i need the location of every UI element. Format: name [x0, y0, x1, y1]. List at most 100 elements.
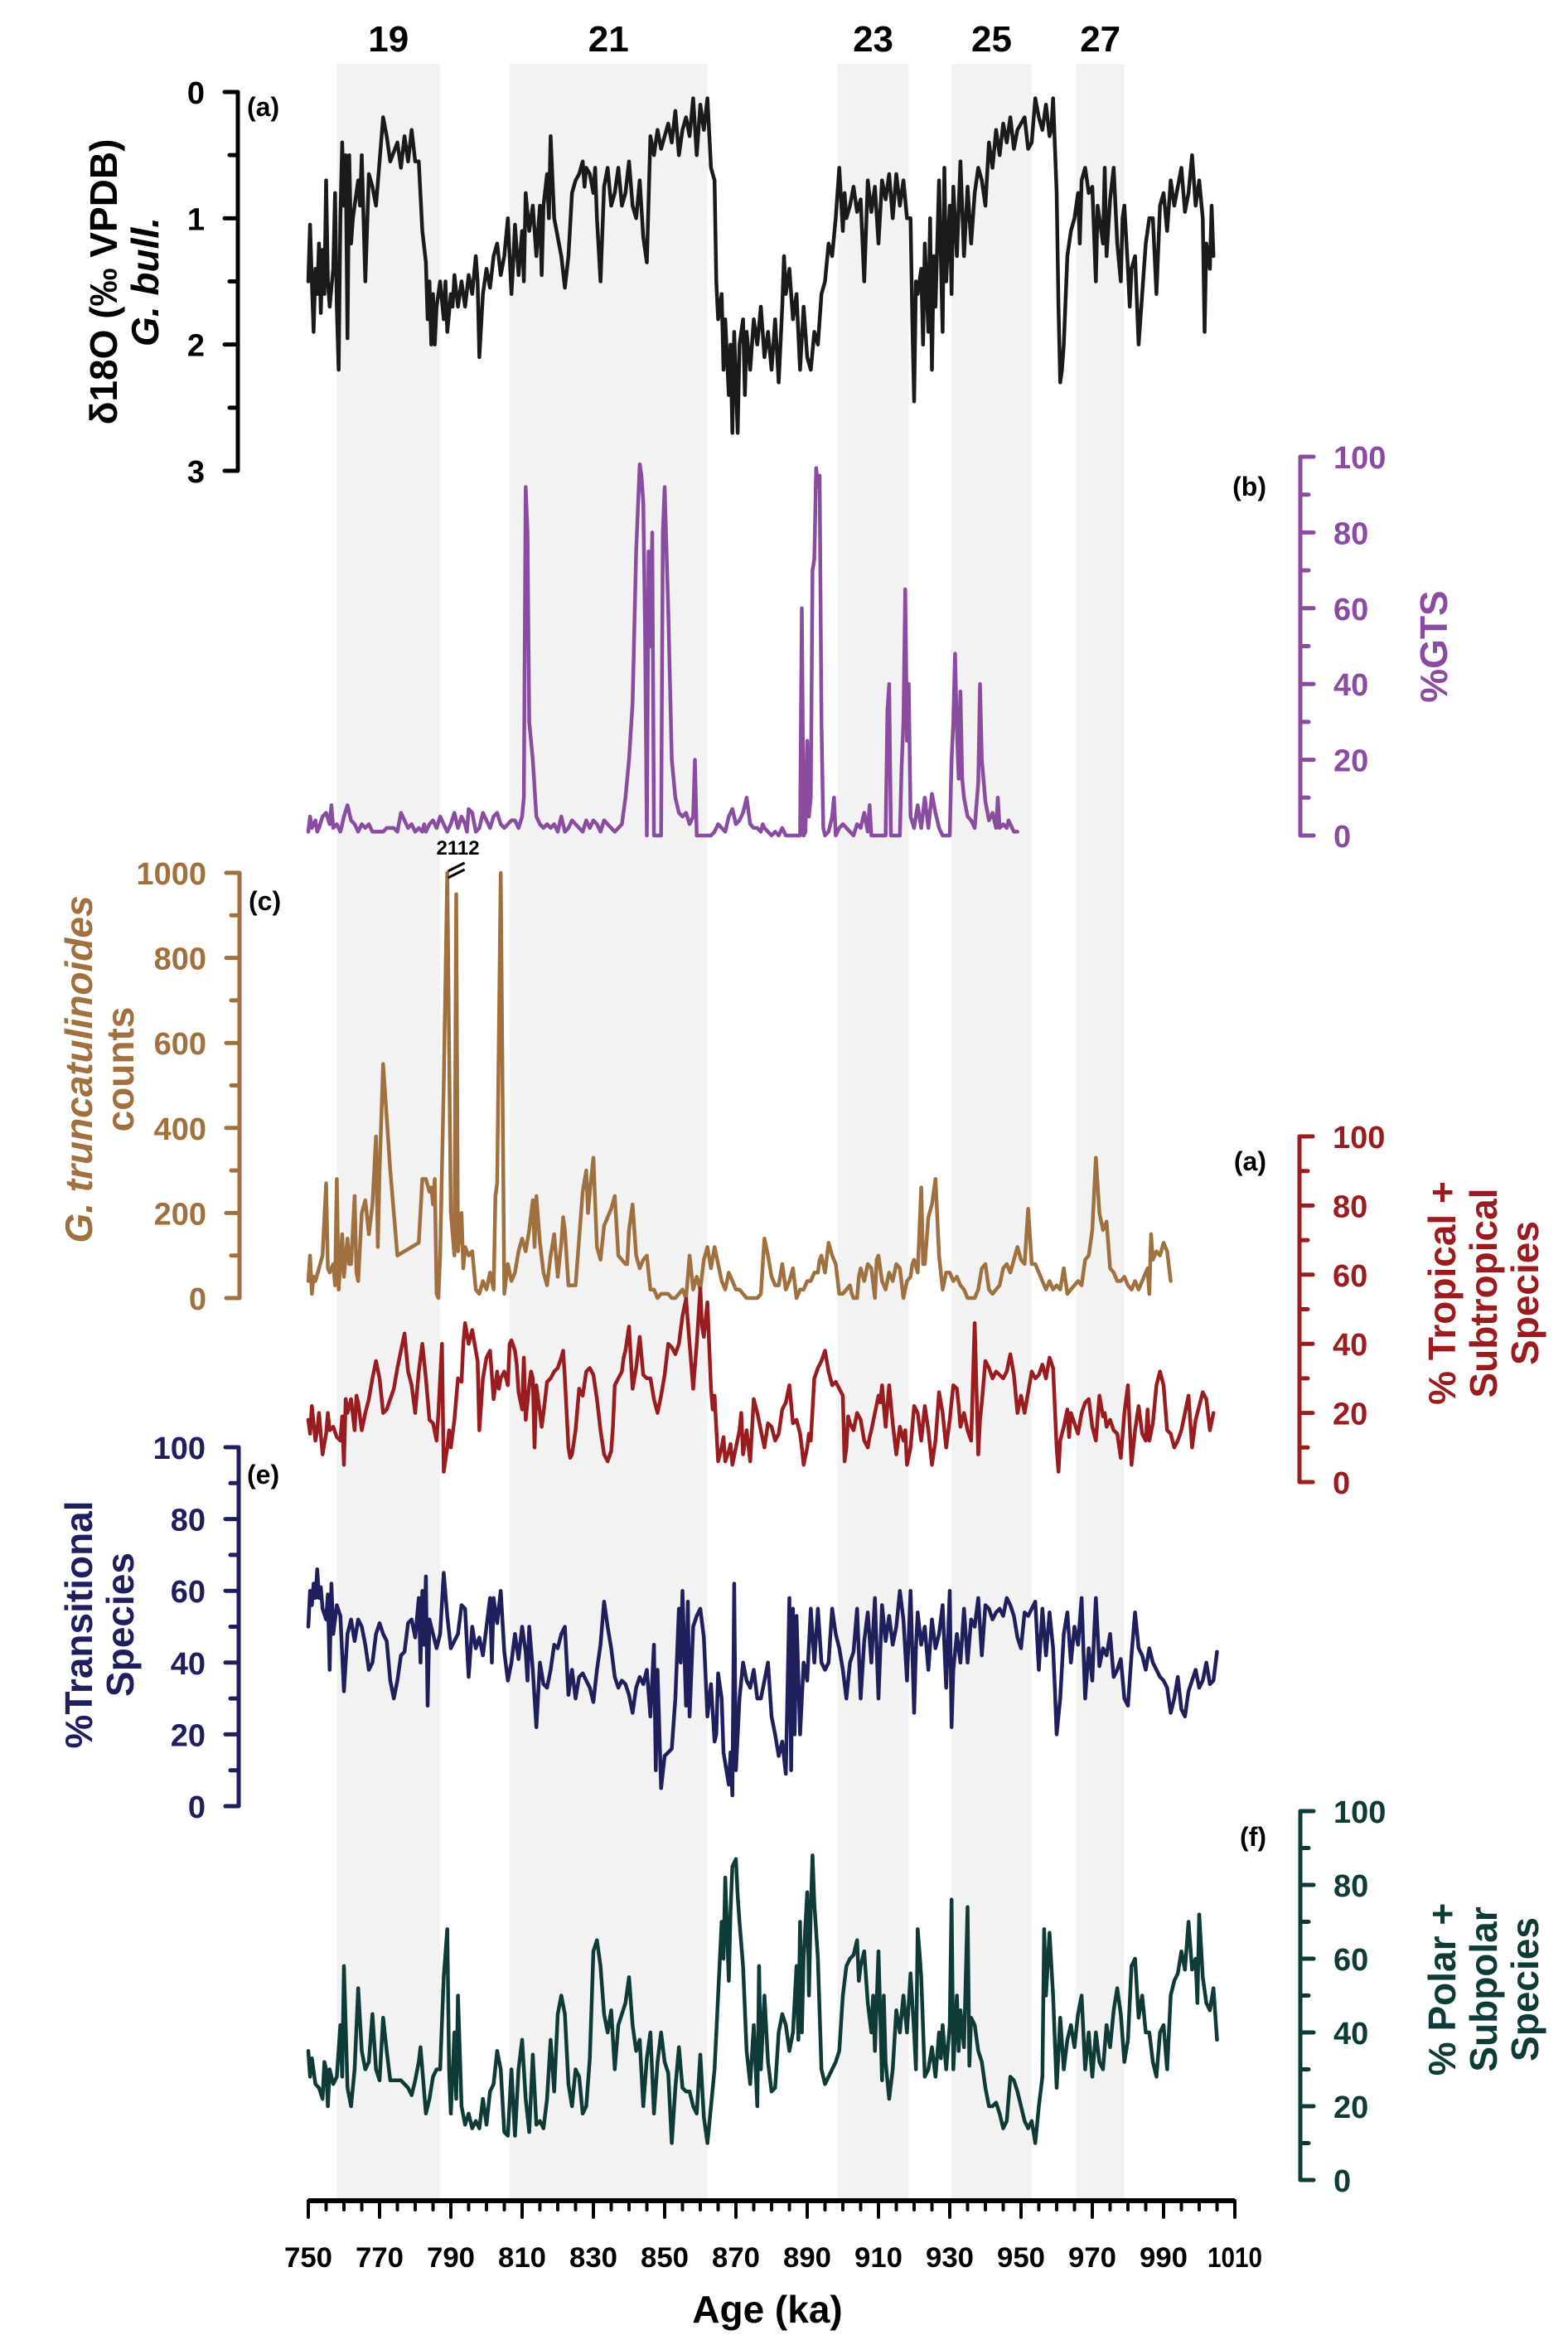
break-value-label: 2112 — [437, 837, 480, 860]
y-axis-title-line: %GTS — [1412, 590, 1455, 702]
series-line-d — [306, 1286, 1216, 1474]
mis-band-label: 27 — [1080, 19, 1120, 60]
mis-bands — [336, 64, 1125, 2198]
y-tick-label: 0 — [188, 1790, 206, 1825]
mis-band — [837, 64, 909, 2198]
panel-label: (a) — [1234, 1146, 1266, 1176]
series-line-f — [306, 1853, 1219, 2145]
y-tick-label: 100 — [153, 1432, 206, 1466]
y-tick-label: 0 — [189, 1282, 206, 1317]
y-tick-label: 400 — [154, 1112, 206, 1147]
y-tick-label: 100 — [1333, 1121, 1385, 1155]
panel-c: 0 200 400 600 800 1000 (c) G. truncatulinoidesc… — [57, 837, 1173, 1317]
y-tick-label: 0 — [187, 76, 205, 111]
y-tick-label: 60 — [171, 1575, 206, 1610]
y-tick-label: 100 — [1333, 441, 1386, 476]
mis-band — [951, 64, 1032, 2198]
series-line-c — [306, 870, 1173, 1301]
x-tick-label: 750 — [284, 2242, 332, 2274]
y-axis-title-line: G. truncatulinoides — [57, 895, 100, 1243]
mis-band — [1076, 64, 1125, 2198]
y-axis-title-line: Species — [99, 1553, 142, 1697]
y-axis-title-line: counts — [99, 1007, 142, 1132]
y-axis-title-line: %Transitional — [57, 1500, 100, 1748]
mis-band-label: 21 — [588, 19, 629, 60]
y-tick-label: 0 — [1333, 820, 1351, 855]
x-tick-label: 950 — [997, 2242, 1045, 2274]
mis-band-label: 23 — [853, 19, 893, 60]
y-tick-label: 60 — [1333, 593, 1368, 627]
x-tick-label: 790 — [427, 2242, 475, 2274]
panel-label: (f) — [1240, 1822, 1266, 1852]
x-tick-label: 770 — [356, 2242, 404, 2274]
y-tick-label: 20 — [1333, 744, 1368, 779]
y-tick-label: 60 — [1333, 1943, 1368, 1978]
y-tick-label: 20 — [1333, 1398, 1367, 1432]
y-tick-label: 40 — [1333, 1328, 1367, 1363]
y-tick-label: 600 — [154, 1027, 206, 1062]
mis-band-label: 25 — [971, 19, 1012, 60]
y-tick-label: 20 — [1333, 2090, 1368, 2125]
y-axis-title-a: δ18O (‰ VPDB)G. bull. — [82, 139, 167, 425]
x-tick-label: 970 — [1068, 2242, 1116, 2274]
panel-label: (e) — [247, 1460, 279, 1490]
y-tick-label: 60 — [1333, 1259, 1367, 1294]
y-tick-label: 40 — [1333, 668, 1368, 703]
y-tick-label: 80 — [1333, 516, 1368, 551]
axis-break-mark — [447, 868, 466, 879]
y-axis-title-line: % Polar + — [1420, 1903, 1464, 2076]
y-axis-title-line: Subtropical — [1462, 1188, 1505, 1398]
y-tick-label: 2 — [187, 329, 205, 364]
x-tick-label: 890 — [783, 2242, 831, 2274]
panel-label: (b) — [1232, 472, 1266, 501]
x-tick-label: 830 — [569, 2242, 617, 2274]
panel-b: 0 20 40 60 80 100 (b) %GTS — [306, 441, 1455, 855]
y-tick-label: 800 — [154, 942, 206, 977]
x-axis: 750 770 790 810 830 850 870 890 910 930 950 970 990 1… — [284, 2198, 1262, 2274]
axis-break-mark — [447, 861, 466, 873]
y-axis-title-line: Species — [1503, 1221, 1546, 1365]
y-tick-label: 80 — [1333, 1869, 1368, 1904]
y-tick-label: 40 — [1333, 2017, 1368, 2052]
x-tick-label: 1010 — [1207, 2242, 1262, 2274]
y-tick-label: 80 — [1333, 1189, 1367, 1224]
panel-label: (a) — [247, 92, 279, 122]
y-tick-label: 1000 — [136, 857, 206, 892]
series-line-e — [306, 1567, 1219, 1798]
y-tick-label: 40 — [171, 1647, 206, 1682]
series-line-b — [306, 462, 1019, 838]
y-axis-title-line: δ18O (‰ VPDB) — [82, 139, 125, 425]
y-axis-title-line: Species — [1503, 1917, 1546, 2061]
panel-d: 0 20 40 60 80 100 (a) % Tropical +SubtropicalSp… — [306, 1121, 1546, 1501]
y-axis-title-line: % Tropical + — [1420, 1181, 1464, 1405]
y-tick-label: 0 — [1333, 2164, 1351, 2199]
x-tick-label: 810 — [498, 2242, 546, 2274]
mis-band — [509, 64, 708, 2198]
y-tick-label: 1 — [187, 202, 205, 237]
panels: 0 1 2 3 (a) δ18O (‰ VPDB)G. bull. 0 20 40 60 80 100… — [57, 76, 1546, 2199]
y-tick-label: 3 — [187, 455, 205, 490]
mis-band-label: 19 — [368, 19, 409, 60]
x-tick-label: 870 — [712, 2242, 760, 2274]
y-tick-label: 0 — [1333, 1466, 1350, 1501]
y-tick-label: 20 — [171, 1718, 206, 1753]
y-tick-label: 200 — [154, 1197, 206, 1232]
series-line-a — [306, 96, 1216, 435]
mis-band-labels: 19 21 23 25 27 — [368, 19, 1120, 60]
panel-label: (c) — [249, 886, 281, 916]
y-axis-title-line: G. bull. — [123, 217, 167, 346]
panel-a: 0 1 2 3 (a) δ18O (‰ VPDB)G. bull. — [82, 76, 1216, 490]
x-tick-label: 930 — [926, 2242, 974, 2274]
x-tick-label: 850 — [641, 2242, 689, 2274]
x-tick-label: 990 — [1140, 2242, 1188, 2274]
x-tick-label: 910 — [854, 2242, 903, 2274]
x-axis-title: Age (ka) — [692, 2288, 842, 2331]
y-tick-label: 100 — [1333, 1795, 1386, 1830]
y-axis-title-line: Subpolar — [1462, 1906, 1505, 2071]
